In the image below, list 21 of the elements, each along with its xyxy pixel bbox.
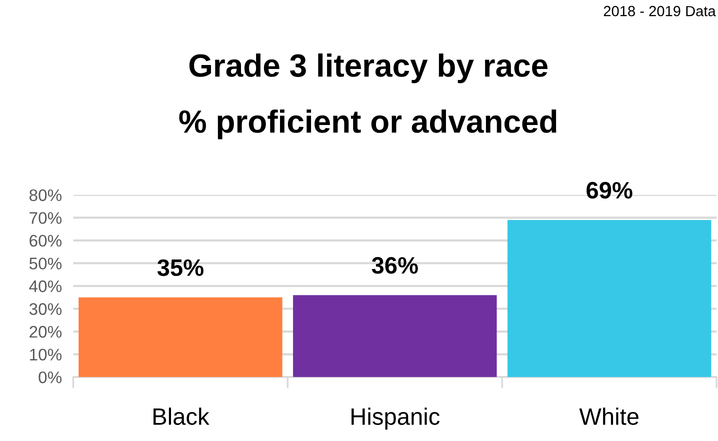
x-tick-label: Hispanic bbox=[352, 408, 440, 430]
data-label: 69% bbox=[586, 182, 632, 199]
y-tick-label: 60% bbox=[30, 234, 62, 247]
y-tick-label: 50% bbox=[29, 258, 62, 270]
bar bbox=[293, 295, 497, 378]
x-tick-label: Black bbox=[154, 408, 210, 425]
y-tick-label: 80% bbox=[29, 189, 62, 202]
chart-title: Grade 3 literacy by race bbox=[189, 53, 548, 84]
y-tick-label: 70% bbox=[30, 212, 62, 224]
y-tick-label: 20% bbox=[30, 326, 62, 338]
text: 2018 - 2019 Data bbox=[604, 6, 716, 16]
x-tick-label: White bbox=[579, 408, 638, 425]
y-tick-label: 10% bbox=[30, 348, 62, 360]
y-tick-label: 0% bbox=[38, 371, 62, 384]
bar bbox=[507, 220, 712, 378]
data-label: 35% bbox=[157, 259, 204, 276]
chart-subtitle: % proficient or advanced bbox=[179, 109, 556, 140]
y-tick-label: 30% bbox=[29, 303, 62, 315]
data-label: 36% bbox=[372, 257, 418, 274]
y-tick-label: 40% bbox=[29, 280, 62, 292]
bar bbox=[78, 297, 282, 378]
